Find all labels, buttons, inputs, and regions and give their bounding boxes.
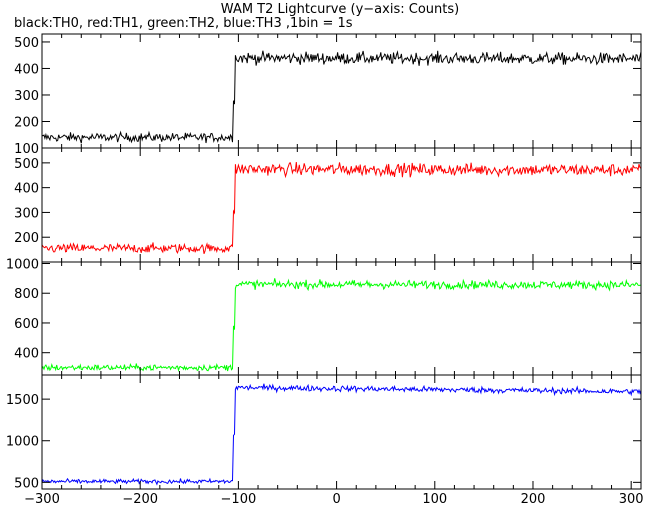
panel-0: 100 200 300 400 500 bbox=[14, 33, 642, 157]
x-tick-label: −100 bbox=[221, 492, 257, 505]
y-tick-label: 300 bbox=[14, 89, 39, 104]
y-tick-label: 1500 bbox=[6, 393, 39, 408]
series-line-th0 bbox=[42, 50, 641, 144]
y-tick-label: 800 bbox=[14, 287, 39, 302]
chart-title: WAM T2 Lightcurve (y−axis: Counts) bbox=[221, 2, 459, 17]
panel-1: 200 300 400 500 bbox=[14, 147, 642, 263]
x-tick-label: −300 bbox=[24, 492, 60, 505]
y-tick-label: 500 bbox=[14, 476, 39, 491]
series-line-th3 bbox=[42, 383, 641, 486]
x-tick-label: 200 bbox=[521, 492, 546, 505]
panel-frame bbox=[41, 147, 642, 263]
y-tick-label: 400 bbox=[14, 347, 39, 362]
panel-3: 500 1000 1500 bbox=[6, 374, 642, 491]
y-tick-label: 100 bbox=[14, 142, 39, 157]
x-tick-label: 300 bbox=[619, 492, 644, 505]
x-tick-label: 100 bbox=[422, 492, 447, 505]
y-tick-label: 300 bbox=[14, 206, 39, 221]
y-tick-label: 600 bbox=[14, 317, 39, 332]
panel-frame bbox=[41, 261, 642, 376]
y-tick-label: 200 bbox=[14, 115, 39, 130]
panel-2: 400 600 800 1000 bbox=[6, 257, 642, 376]
chart-subtitle: black:TH0, red:TH1, green:TH2, blue:TH3 … bbox=[14, 16, 353, 31]
y-tick-label: 400 bbox=[14, 182, 39, 197]
x-tick-label: −200 bbox=[122, 492, 158, 505]
y-tick-label: 400 bbox=[14, 62, 39, 77]
y-tick-label: 1000 bbox=[6, 435, 39, 450]
x-tick-label: 0 bbox=[332, 492, 340, 505]
y-tick-label: 200 bbox=[14, 231, 39, 246]
panel-frame bbox=[41, 374, 642, 490]
series-line-th1 bbox=[42, 162, 641, 254]
y-tick-label: 1000 bbox=[6, 257, 39, 272]
y-tick-label: 500 bbox=[14, 36, 39, 51]
series-line-th2 bbox=[42, 278, 641, 373]
y-tick-label: 500 bbox=[14, 157, 39, 172]
panel-frame bbox=[41, 33, 642, 149]
